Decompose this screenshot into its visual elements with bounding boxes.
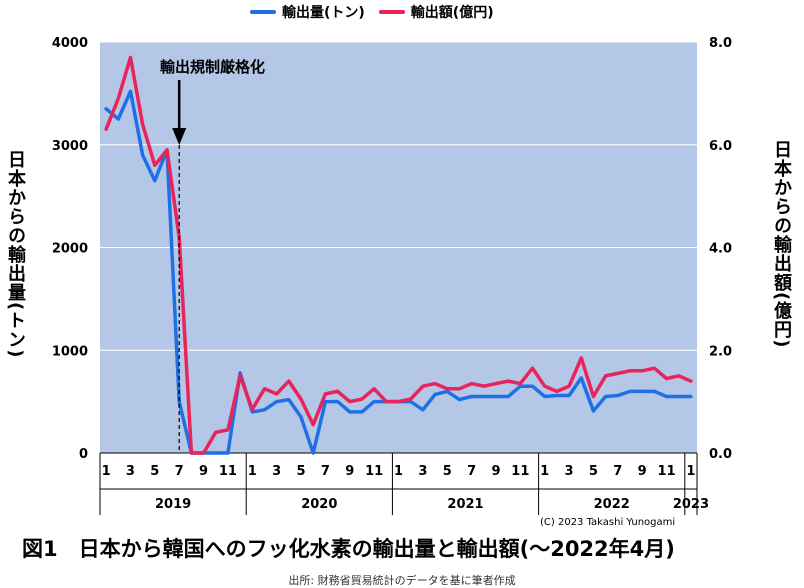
y-right-tick-label: 4.0: [709, 242, 732, 257]
x-tick-label: 5: [589, 464, 598, 479]
x-tick-label: 1: [102, 464, 111, 479]
x-tick-label: 1: [248, 464, 257, 479]
x-tick-label: 3: [272, 464, 281, 479]
legend: 輸出量(トン) 輸出額(億円): [250, 2, 494, 22]
x-year-label: 2023: [673, 497, 709, 512]
x-tick-label: 1: [686, 464, 695, 479]
legend-item-value: 輸出額(億円): [378, 2, 494, 22]
x-tick-label: 9: [199, 464, 208, 479]
x-tick-label: 11: [511, 464, 529, 479]
x-tick-label: 1: [540, 464, 549, 479]
figure-title: 図1 日本から韓国へのフッ化水素の輸出量と輸出額(～2022年4月): [22, 537, 675, 561]
y-axis-right-label: 日本からの輸出額(億円): [771, 140, 792, 349]
y-left-tick-label: 1000: [52, 344, 88, 359]
legend-label-value: 輸出額(億円): [410, 5, 494, 21]
legend-label-volume: 輸出量(トン): [282, 5, 365, 21]
x-tick-label: 7: [467, 464, 476, 479]
x-tick-label: 9: [491, 464, 500, 479]
y-axis-left-label: 日本からの輸出量(トン): [5, 150, 26, 359]
y-right-tick-label: 2.0: [709, 344, 732, 359]
x-tick-label: 7: [175, 464, 184, 479]
y-left-tick-label: 0: [79, 447, 88, 462]
annotation-label: 輸出規制厳格化: [160, 58, 265, 76]
y-right-tick-label: 8.0: [709, 36, 732, 51]
x-tick-label: 7: [613, 464, 622, 479]
copyright-text: (C) 2023 Takashi Yunogami: [540, 517, 676, 528]
x-tick-label: 11: [365, 464, 383, 479]
y-right-tick-label: 6.0: [709, 139, 732, 154]
y-left-tick-label: 2000: [52, 242, 88, 257]
series-line-value: [104, 55, 693, 455]
x-tick-label: 5: [443, 464, 452, 479]
x-tick-label: 1: [394, 464, 403, 479]
x-year-label: 2022: [594, 497, 630, 512]
annotation-arrow-head: [172, 128, 187, 145]
x-tick-label: 9: [638, 464, 647, 479]
x-year-label: 2021: [447, 497, 483, 512]
legend-item-volume: 輸出量(トン): [250, 2, 365, 22]
x-tick-label: 5: [297, 464, 306, 479]
x-tick-label: 11: [657, 464, 675, 479]
source-note: 出所: 財務省貿易統計のデータを基に筆者作成: [288, 574, 516, 587]
y-left-tick-label: 3000: [52, 139, 88, 154]
x-year-label: 2019: [155, 497, 191, 512]
x-tick-label: 7: [321, 464, 330, 479]
y-right-tick-label: 0.0: [709, 447, 732, 462]
x-year-label: 2020: [301, 497, 337, 512]
x-tick-label: 9: [345, 464, 354, 479]
legend-swatch-volume: [250, 10, 276, 14]
x-tick-label: 3: [418, 464, 427, 479]
x-tick-label: 5: [150, 464, 159, 479]
x-tick-label: 3: [565, 464, 574, 479]
x-tick-label: 3: [126, 464, 135, 479]
y-left-tick-label: 4000: [52, 36, 88, 51]
x-tick-label: 11: [219, 464, 237, 479]
legend-swatch-value: [378, 10, 405, 14]
